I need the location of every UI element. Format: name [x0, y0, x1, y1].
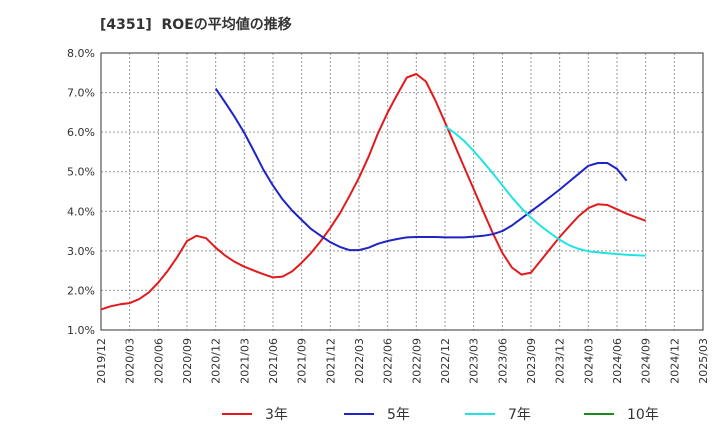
- chart-title: [4351] ROEの平均値の推移: [100, 17, 292, 33]
- y-tick-label: 3.0%: [67, 245, 95, 258]
- legend-label: 3年: [265, 407, 288, 423]
- x-tick-label: 2022/12: [439, 338, 452, 384]
- x-tick-label: 2022/06: [382, 338, 395, 384]
- x-tick-label: 2024/03: [582, 338, 595, 384]
- y-tick-label: 5.0%: [67, 166, 95, 179]
- series-line-5年: [214, 88, 628, 252]
- series-line-7年: [444, 125, 646, 257]
- legend-label: 7年: [508, 407, 531, 423]
- x-tick-label: 2023/09: [525, 338, 538, 384]
- x-tick-label: 2023/06: [496, 338, 509, 384]
- x-tick-label: 2024/12: [668, 338, 681, 384]
- y-tick-label: 6.0%: [67, 126, 95, 139]
- y-tick-label: 1.0%: [67, 324, 95, 337]
- x-tick-label: 2024/06: [611, 338, 624, 384]
- x-tick-label: 2025/03: [697, 338, 710, 384]
- x-tick-label: 2023/12: [554, 338, 567, 384]
- series-line-3年: [100, 73, 647, 311]
- x-tick-label: 2024/09: [640, 338, 653, 384]
- x-tick-label: 2021/03: [238, 338, 251, 384]
- plot-area: [101, 53, 703, 330]
- x-tick-label: 2023/03: [468, 338, 481, 384]
- x-tick-label: 2020/12: [210, 338, 223, 384]
- legend-label: 10年: [627, 407, 659, 423]
- y-tick-label: 8.0%: [67, 47, 95, 60]
- x-tick-label: 2022/03: [353, 338, 366, 384]
- legend-label: 5年: [387, 407, 410, 423]
- x-tick-label: 2020/09: [181, 338, 194, 384]
- x-tick-label: 2020/03: [124, 338, 137, 384]
- x-tick-label: 2021/09: [296, 338, 309, 384]
- x-tick-label: 2020/06: [152, 338, 165, 384]
- x-tick-label: 2021/12: [324, 338, 337, 384]
- x-tick-label: 2019/12: [95, 338, 108, 384]
- plot-border: [100, 52, 704, 331]
- y-tick-label: 4.0%: [67, 205, 95, 218]
- x-tick-label: 2022/09: [410, 338, 423, 384]
- y-tick-label: 2.0%: [67, 284, 95, 297]
- x-tick-label: 2021/06: [267, 338, 280, 384]
- y-tick-label: 7.0%: [67, 87, 95, 100]
